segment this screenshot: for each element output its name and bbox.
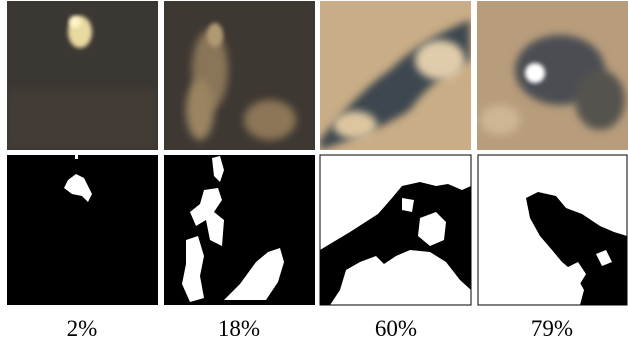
coverage-label: 79% (531, 316, 573, 341)
sky-photo (7, 1, 158, 150)
sky-photo (320, 1, 471, 150)
coverage-label: 60% (375, 316, 417, 341)
cloud-mask (7, 155, 158, 305)
sky-photo (164, 1, 315, 150)
cloud-mask (478, 155, 627, 305)
coverage-label: 2% (67, 316, 98, 341)
coverage-label: 18% (218, 316, 260, 341)
figure: 2% 18% 60% 79% (0, 0, 628, 341)
sky-photo (477, 1, 628, 150)
cloud-mask (320, 155, 471, 305)
cloud-mask (164, 155, 315, 305)
